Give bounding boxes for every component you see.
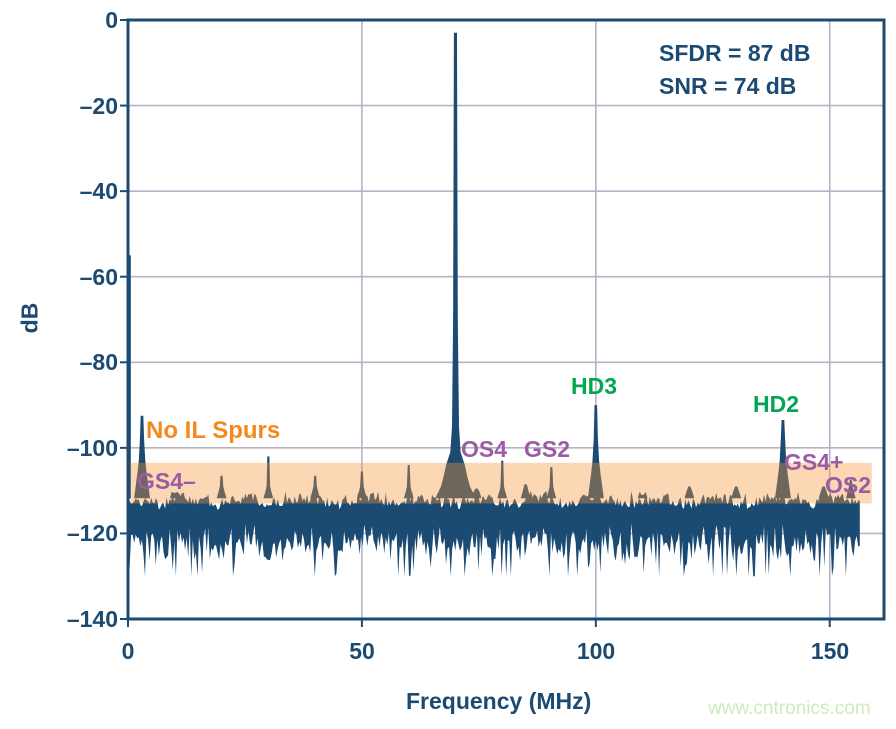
x-tick-label-100: 100 (576, 638, 616, 664)
spur-gs4 (134, 415, 150, 499)
spur-85mhz (520, 484, 531, 499)
hd2-label: HD2 (753, 391, 800, 417)
dc-leakage-spike (128, 255, 131, 499)
y-tick-label-140: –140 (66, 606, 118, 632)
spur-20mhz (216, 475, 227, 499)
spur-30mhz (263, 456, 274, 499)
gs2-label: GS2 (524, 436, 571, 462)
sfdr-annotation: SFDR = 87 dB (659, 40, 811, 66)
spur-40mhz (310, 475, 320, 499)
hd3-label: HD3 (571, 373, 618, 399)
y-tick-label-20: –20 (79, 93, 118, 119)
spur-60mhz (403, 465, 414, 499)
x-tick-label-50: 50 (349, 638, 375, 664)
os2-label: OS2 (825, 472, 872, 498)
x-tick-label-150: 150 (810, 638, 850, 664)
spur-hd3 (587, 405, 604, 499)
spur-gs2 (546, 467, 557, 499)
no-il-spurs-label: No IL Spurs (146, 417, 281, 444)
gs4-plus-label: GS4+ (784, 449, 844, 475)
spur-74.5mhz (471, 488, 482, 499)
y-tick-label-0: 0 (105, 7, 118, 33)
y-axis-title: dB (16, 302, 43, 334)
spur-10mhz (169, 491, 180, 499)
y-tick-label-80: –80 (79, 349, 118, 375)
spur-os4 (497, 460, 508, 499)
gs4-minus-label: GS4– (137, 468, 196, 494)
y-tick-label-40: –40 (79, 178, 118, 204)
spur-os2 (845, 479, 856, 499)
y-tick-label-60: –60 (79, 264, 118, 290)
y-tick-label-120: –120 (66, 520, 118, 546)
spur-120mhz (684, 486, 695, 499)
snr-annotation: SNR = 74 dB (659, 73, 797, 99)
spur-50mhz (357, 471, 367, 499)
plot-border (126, 18, 886, 621)
noise-floor-trace (128, 490, 860, 577)
x-axis-title: Frequency (MHz) (406, 688, 592, 714)
spur-110mhz (637, 491, 648, 499)
watermark: www.cntronics.com (708, 698, 871, 719)
spur-hd2 (775, 420, 791, 499)
fundamental-tone (435, 32, 476, 499)
spur-130mhz (731, 486, 742, 499)
no-il-spurs-band (130, 462, 872, 504)
spur-gs4 (818, 486, 829, 499)
os4-label: OS4 (461, 436, 508, 462)
x-tick-label-0: 0 (121, 638, 135, 664)
y-tick-label-100: –100 (66, 435, 118, 461)
